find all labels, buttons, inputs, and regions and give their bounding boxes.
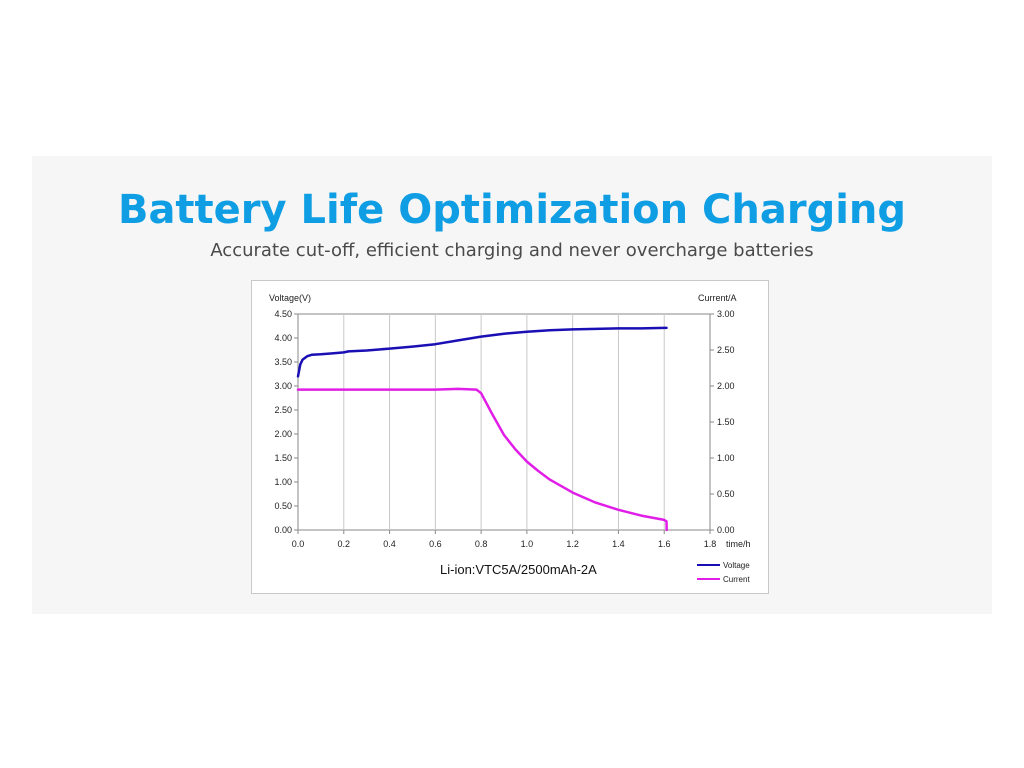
- x-tick-label: 1.6: [658, 539, 671, 549]
- x-tick-label: 1.4: [612, 539, 625, 549]
- y-left-tick-label: 3.50: [274, 357, 292, 367]
- y-left-tick-label: 0.50: [274, 501, 292, 511]
- x-tick-label: 1.2: [566, 539, 579, 549]
- x-tick-label: 0.6: [429, 539, 442, 549]
- y-left-tick-label: 1.00: [274, 477, 292, 487]
- series-line-current: [296, 387, 668, 532]
- y-right-tick-label: 3.00: [717, 309, 735, 319]
- y-right-tick-label: 2.00: [717, 381, 735, 391]
- chart-card: 0.0 0.2 0.4 0.6 0.8 1.0 1.2 1.4 1.6 1.8 0.00 0.50 1.…: [251, 280, 769, 594]
- banner-subtitle: Accurate cut-off, efficient charging and…: [210, 240, 814, 261]
- y-right-tick-label: 1.00: [717, 453, 735, 463]
- banner-title: Battery Life Optimization Charging: [117, 187, 907, 233]
- series-line-voltage: [296, 326, 668, 378]
- y-left-axis-title: Voltage(V): [269, 293, 311, 303]
- x-tick-label: 0.8: [475, 539, 488, 549]
- x-tick-label: 1.8: [704, 539, 717, 549]
- x-tick-label: 1.0: [521, 539, 534, 549]
- y-right-tick-label: 1.50: [717, 417, 735, 427]
- series-lines: [296, 326, 668, 532]
- legend: Voltage Current: [697, 561, 750, 584]
- plot-area: [297, 313, 711, 531]
- y-left-tick-label: 0.00: [274, 525, 292, 535]
- y-left-tick-label: 4.00: [274, 333, 292, 343]
- y-right-tick-label: 2.50: [717, 345, 735, 355]
- y-left-tick-label: 2.50: [274, 405, 292, 415]
- legend-label-voltage: Voltage: [723, 561, 750, 570]
- y-right-tick-label: 0.50: [717, 489, 735, 499]
- axis-ticks: 0.0 0.2 0.4 0.6 0.8 1.0 1.2 1.4 1.6 1.80.000.501.…: [274, 309, 734, 549]
- x-tick-label: 0.0: [292, 539, 305, 549]
- legend-label-current: Current: [723, 575, 750, 584]
- x-tick-label: 0.2: [338, 539, 351, 549]
- chart-caption: Li-ion:VTC5A/2500mAh-2A: [440, 562, 597, 577]
- y-left-tick-label: 3.00: [274, 381, 292, 391]
- y-right-axis-title: Current/A: [698, 293, 737, 303]
- y-right-tick-label: 0.00: [717, 525, 735, 535]
- charging-chart: 0.0 0.2 0.4 0.6 0.8 1.0 1.2 1.4 1.6 1.80.000.501.…: [269, 293, 751, 584]
- y-left-tick-label: 1.50: [274, 453, 292, 463]
- x-tick-label: 0.4: [383, 539, 396, 549]
- x-axis-title: time/h: [726, 539, 751, 549]
- y-left-tick-label: 4.50: [274, 309, 292, 319]
- grid-lines: [343, 314, 665, 530]
- y-left-tick-label: 2.00: [274, 429, 292, 439]
